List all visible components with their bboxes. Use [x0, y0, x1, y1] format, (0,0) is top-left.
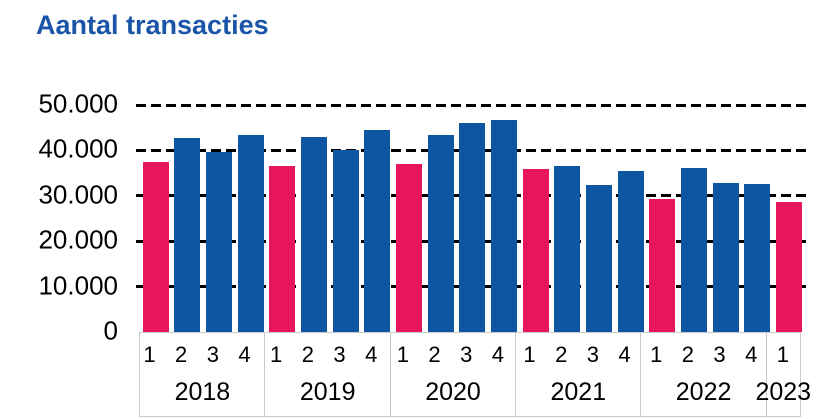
year-label: 2020	[425, 378, 481, 406]
bar-2019-q1	[269, 165, 296, 332]
chart-title: Aantal transacties	[36, 10, 269, 40]
gridline-50000	[136, 103, 808, 107]
bar-2020-q1	[395, 164, 422, 332]
bar-2020-q3	[459, 122, 486, 332]
bar-2022-q4	[744, 183, 771, 332]
year-group-box	[139, 332, 266, 417]
quarter-tick-label: 1	[143, 342, 156, 367]
bar-2023-q1	[775, 202, 802, 332]
year-group-box	[389, 332, 517, 417]
y-axis-tick-label: 30.000	[38, 179, 118, 210]
bar-2019-q4	[364, 129, 391, 332]
year-group-box	[514, 332, 642, 417]
year-label: 2019	[299, 378, 356, 406]
quarter-tick-label: 2	[301, 342, 314, 367]
year-label: 2023	[755, 378, 812, 406]
bar-2021-q1	[522, 169, 549, 332]
bar-2019-q3	[332, 149, 359, 332]
bar-2022-q2	[680, 168, 707, 332]
quarter-tick-label: 1	[396, 342, 409, 367]
quarter-tick-label: 4	[745, 342, 758, 367]
quarter-tick-label: 2	[555, 342, 568, 367]
bar-2019-q2	[300, 136, 327, 332]
quarter-tick-label: 4	[365, 342, 378, 367]
quarter-tick-label: 1	[270, 342, 283, 367]
bar-2018-q4	[237, 134, 264, 332]
year-label: 2022	[675, 378, 732, 406]
quarter-tick-label: 1	[523, 342, 536, 367]
year-label: 2021	[550, 378, 607, 406]
quarter-tick-label: 4	[491, 342, 504, 367]
y-axis-tick-label: 0	[103, 315, 118, 346]
quarter-tick-label: 2	[428, 342, 441, 367]
quarter-tick-label: 4	[618, 342, 631, 367]
quarter-tick-label: 1	[650, 342, 663, 367]
quarter-tick-label: 1	[776, 342, 790, 367]
bar-2021-q2	[554, 165, 581, 332]
bar-2020-q2	[427, 134, 454, 332]
y-axis-tick-label: 10.000	[38, 269, 118, 300]
y-axis-tick-label: 40.000	[38, 133, 118, 164]
y-axis-tick-label: 20.000	[38, 224, 118, 255]
bar-2022-q3	[712, 183, 739, 332]
quarter-tick-label: 2	[681, 342, 694, 367]
year-label: 2018	[174, 378, 231, 406]
bar-2018-q1	[142, 161, 169, 332]
bar-2020-q4	[490, 120, 517, 332]
bar-2018-q2	[174, 138, 201, 332]
quarter-tick-label: 4	[238, 342, 251, 367]
quarter-tick-label: 3	[586, 342, 599, 367]
y-axis-tick-label: 50.000	[38, 88, 118, 119]
year-group-box	[765, 332, 801, 417]
quarter-tick-label: 3	[460, 342, 473, 367]
quarter-tick-label: 2	[175, 342, 188, 367]
year-group-box	[640, 332, 767, 417]
bar-2021-q3	[585, 184, 612, 332]
quarter-tick-label: 3	[713, 342, 726, 367]
bar-2018-q3	[205, 152, 232, 332]
quarter-tick-label: 3	[206, 342, 219, 367]
bar-2021-q4	[617, 170, 644, 332]
year-group-box	[264, 332, 392, 417]
bar-2022-q1	[649, 198, 676, 332]
quarter-tick-label: 3	[333, 342, 346, 367]
